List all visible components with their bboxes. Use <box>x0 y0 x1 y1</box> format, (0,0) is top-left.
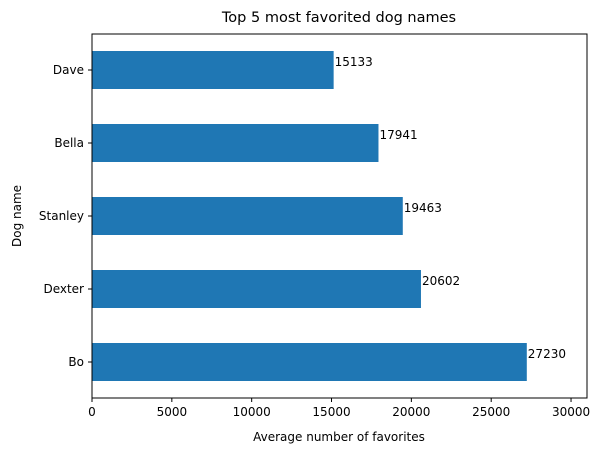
data-label-dave: 15133 <box>335 55 373 69</box>
x-tick-label: 20000 <box>392 405 430 419</box>
bar-bella <box>92 124 379 162</box>
bar-dave <box>92 51 334 89</box>
x-tick-label: 5000 <box>157 405 188 419</box>
bar-stanley <box>92 197 403 235</box>
chart-title: Top 5 most favorited dog names <box>221 10 456 26</box>
y-tick-label-dave: Dave <box>53 63 84 77</box>
x-axis-label: Average number of favorites <box>253 430 425 444</box>
data-labels-layer: 15133 17941 19463 20602 27230 <box>335 55 566 361</box>
y-tick-label-bo: Bo <box>68 355 84 369</box>
y-tick-label-stanley: Stanley <box>39 209 84 223</box>
x-tick-label: 0 <box>88 405 96 419</box>
ticks-layer: Dave Bella Stanley Dexter Bo 0 5000 10000 15000 2… <box>39 63 590 419</box>
bar-dexter <box>92 270 421 308</box>
x-tick-label: 25000 <box>472 405 510 419</box>
y-axis-label: Dog name <box>10 185 24 247</box>
x-tick-label: 15000 <box>312 405 350 419</box>
data-label-bo: 27230 <box>528 347 566 361</box>
y-tick-label-dexter: Dexter <box>43 282 84 296</box>
data-label-bella: 17941 <box>379 128 417 142</box>
x-tick-label: 30000 <box>552 405 590 419</box>
bar-bo <box>92 343 527 381</box>
data-label-stanley: 19463 <box>404 201 442 215</box>
bars-layer <box>92 51 527 381</box>
y-tick-label-bella: Bella <box>54 136 84 150</box>
data-label-dexter: 20602 <box>422 274 460 288</box>
plot-frame <box>91 33 588 399</box>
x-tick-label: 10000 <box>233 405 271 419</box>
